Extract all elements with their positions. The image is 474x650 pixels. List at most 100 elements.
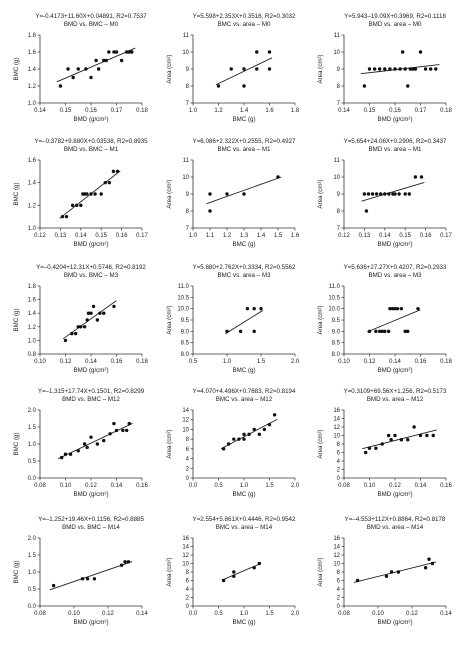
data-point — [127, 50, 131, 54]
regression-line — [361, 182, 425, 202]
data-point — [355, 578, 360, 583]
x-tick-label: 0.10 — [338, 359, 350, 365]
x-axis-label: BMD (g/cm²) — [377, 367, 412, 374]
data-point — [89, 311, 93, 315]
data-point — [95, 318, 100, 322]
data-point — [232, 574, 236, 578]
x-tick-label: 1.5 — [265, 611, 274, 617]
x-axis-label: BMD (g/cm²) — [377, 116, 412, 123]
y-tick-label: 9.0 — [332, 329, 341, 335]
data-point — [427, 557, 431, 561]
x-tick-label: 1.4 — [240, 108, 249, 114]
data-point — [393, 306, 397, 311]
y-tick-label: 4 — [337, 459, 341, 465]
y-tick-label: 1.0 — [28, 338, 37, 344]
data-point — [387, 192, 391, 196]
x-tick-label: 0.5 — [189, 359, 198, 365]
regression-equation: Y=5.654+24.06X+0.2906, R2=0.3437 — [344, 138, 447, 145]
x-tick-label: 1.8 — [291, 108, 300, 114]
x-tick-label: 1.2 — [223, 233, 232, 239]
x-tick-label: 0.10 — [68, 611, 80, 617]
data-point — [411, 67, 415, 71]
data-point — [237, 437, 241, 441]
y-tick-label: 10 — [182, 427, 189, 433]
x-axis-label: BMD (g/cm²) — [73, 116, 108, 123]
data-point — [127, 421, 131, 426]
data-point — [123, 560, 127, 564]
data-point — [255, 50, 259, 54]
y-tick-label: 9 — [186, 192, 190, 198]
y-tick-label: 0.0 — [28, 476, 37, 482]
y-tick-label: 0 — [337, 476, 341, 482]
data-point — [58, 84, 63, 88]
data-point — [384, 574, 389, 578]
data-point — [102, 311, 106, 315]
y-axis-label: Area (cm²) — [317, 179, 324, 208]
y-axis-label: Area (cm²) — [166, 179, 173, 208]
data-point — [378, 329, 382, 334]
x-tick-label: 1.5 — [257, 359, 266, 365]
data-point — [374, 446, 378, 450]
x-tick-label: 0.18 — [136, 108, 148, 114]
regression-equation: Y=4.070+4.496X+0.7683, R2=0.8194 — [193, 388, 296, 395]
regression-line — [225, 310, 263, 335]
y-tick-label: 9.5 — [332, 318, 341, 324]
y-tick-label: 10.0 — [328, 307, 340, 313]
x-tick-label: 0.12 — [338, 233, 350, 239]
x-axis-label: BMD (g/cm²) — [377, 619, 412, 626]
data-point — [102, 58, 106, 63]
data-point — [115, 169, 120, 174]
data-point — [125, 50, 129, 54]
data-point — [108, 432, 112, 436]
y-tick-label: 10 — [333, 175, 340, 181]
regression-equation: Y=2.554+5.861X+0.4446, R2=0.9542 — [193, 516, 296, 523]
data-point — [386, 433, 391, 438]
panel-title: BMD vs. BMC – M12 — [62, 396, 120, 403]
panel-title: BMD vs. area – M0 — [369, 21, 423, 28]
y-axis-label: Area (cm²) — [317, 557, 324, 586]
y-tick-label: 1.8 — [28, 33, 37, 39]
data-point — [221, 447, 226, 451]
y-tick-label: 1.2 — [28, 325, 37, 331]
data-point — [393, 433, 397, 438]
y-tick-label: 7 — [337, 101, 341, 107]
data-point — [94, 58, 98, 63]
data-point — [126, 560, 131, 564]
y-tick-label: 10 — [333, 50, 340, 56]
x-tick-label: 2.0 — [291, 483, 300, 489]
x-tick-label: 0.0 — [189, 483, 198, 489]
x-tick-label: 0.16 — [116, 233, 128, 239]
x-tick-label: 0.18 — [440, 359, 452, 365]
y-tick-label: 1.0 — [28, 226, 37, 232]
x-tick-label: 0.12 — [60, 359, 72, 365]
x-tick-label: 0.08 — [338, 483, 350, 489]
data-point — [59, 455, 64, 460]
data-point — [276, 175, 280, 179]
regression-line — [49, 561, 133, 591]
data-point — [92, 577, 97, 581]
data-point — [389, 438, 393, 442]
y-tick-label: 2 — [186, 466, 190, 472]
x-tick-label: 0.13 — [359, 233, 371, 239]
x-tick-label: 0.14 — [85, 359, 97, 365]
y-tick-label: 2 — [337, 468, 341, 474]
y-tick-label: 6 — [186, 579, 190, 585]
y-tick-label: 8.5 — [181, 341, 190, 347]
y-tick-label: 8 — [186, 570, 190, 576]
data-point — [362, 84, 367, 88]
y-tick-label: 8 — [186, 84, 190, 90]
y-tick-label: 1.0 — [28, 570, 37, 576]
panel-title: BMC vs. area – M3 — [218, 272, 272, 279]
y-tick-label: 1.6 — [28, 298, 37, 304]
y-tick-label: 9 — [337, 67, 341, 73]
data-point — [63, 452, 68, 456]
y-tick-label: 8 — [337, 442, 341, 448]
y-tick-label: 12 — [333, 425, 340, 431]
data-point — [68, 452, 73, 456]
y-axis-label: Area (cm²) — [317, 54, 324, 83]
y-axis-label: Area (cm²) — [166, 557, 173, 586]
x-tick-label: 0.16 — [111, 359, 123, 365]
data-point — [84, 67, 88, 71]
